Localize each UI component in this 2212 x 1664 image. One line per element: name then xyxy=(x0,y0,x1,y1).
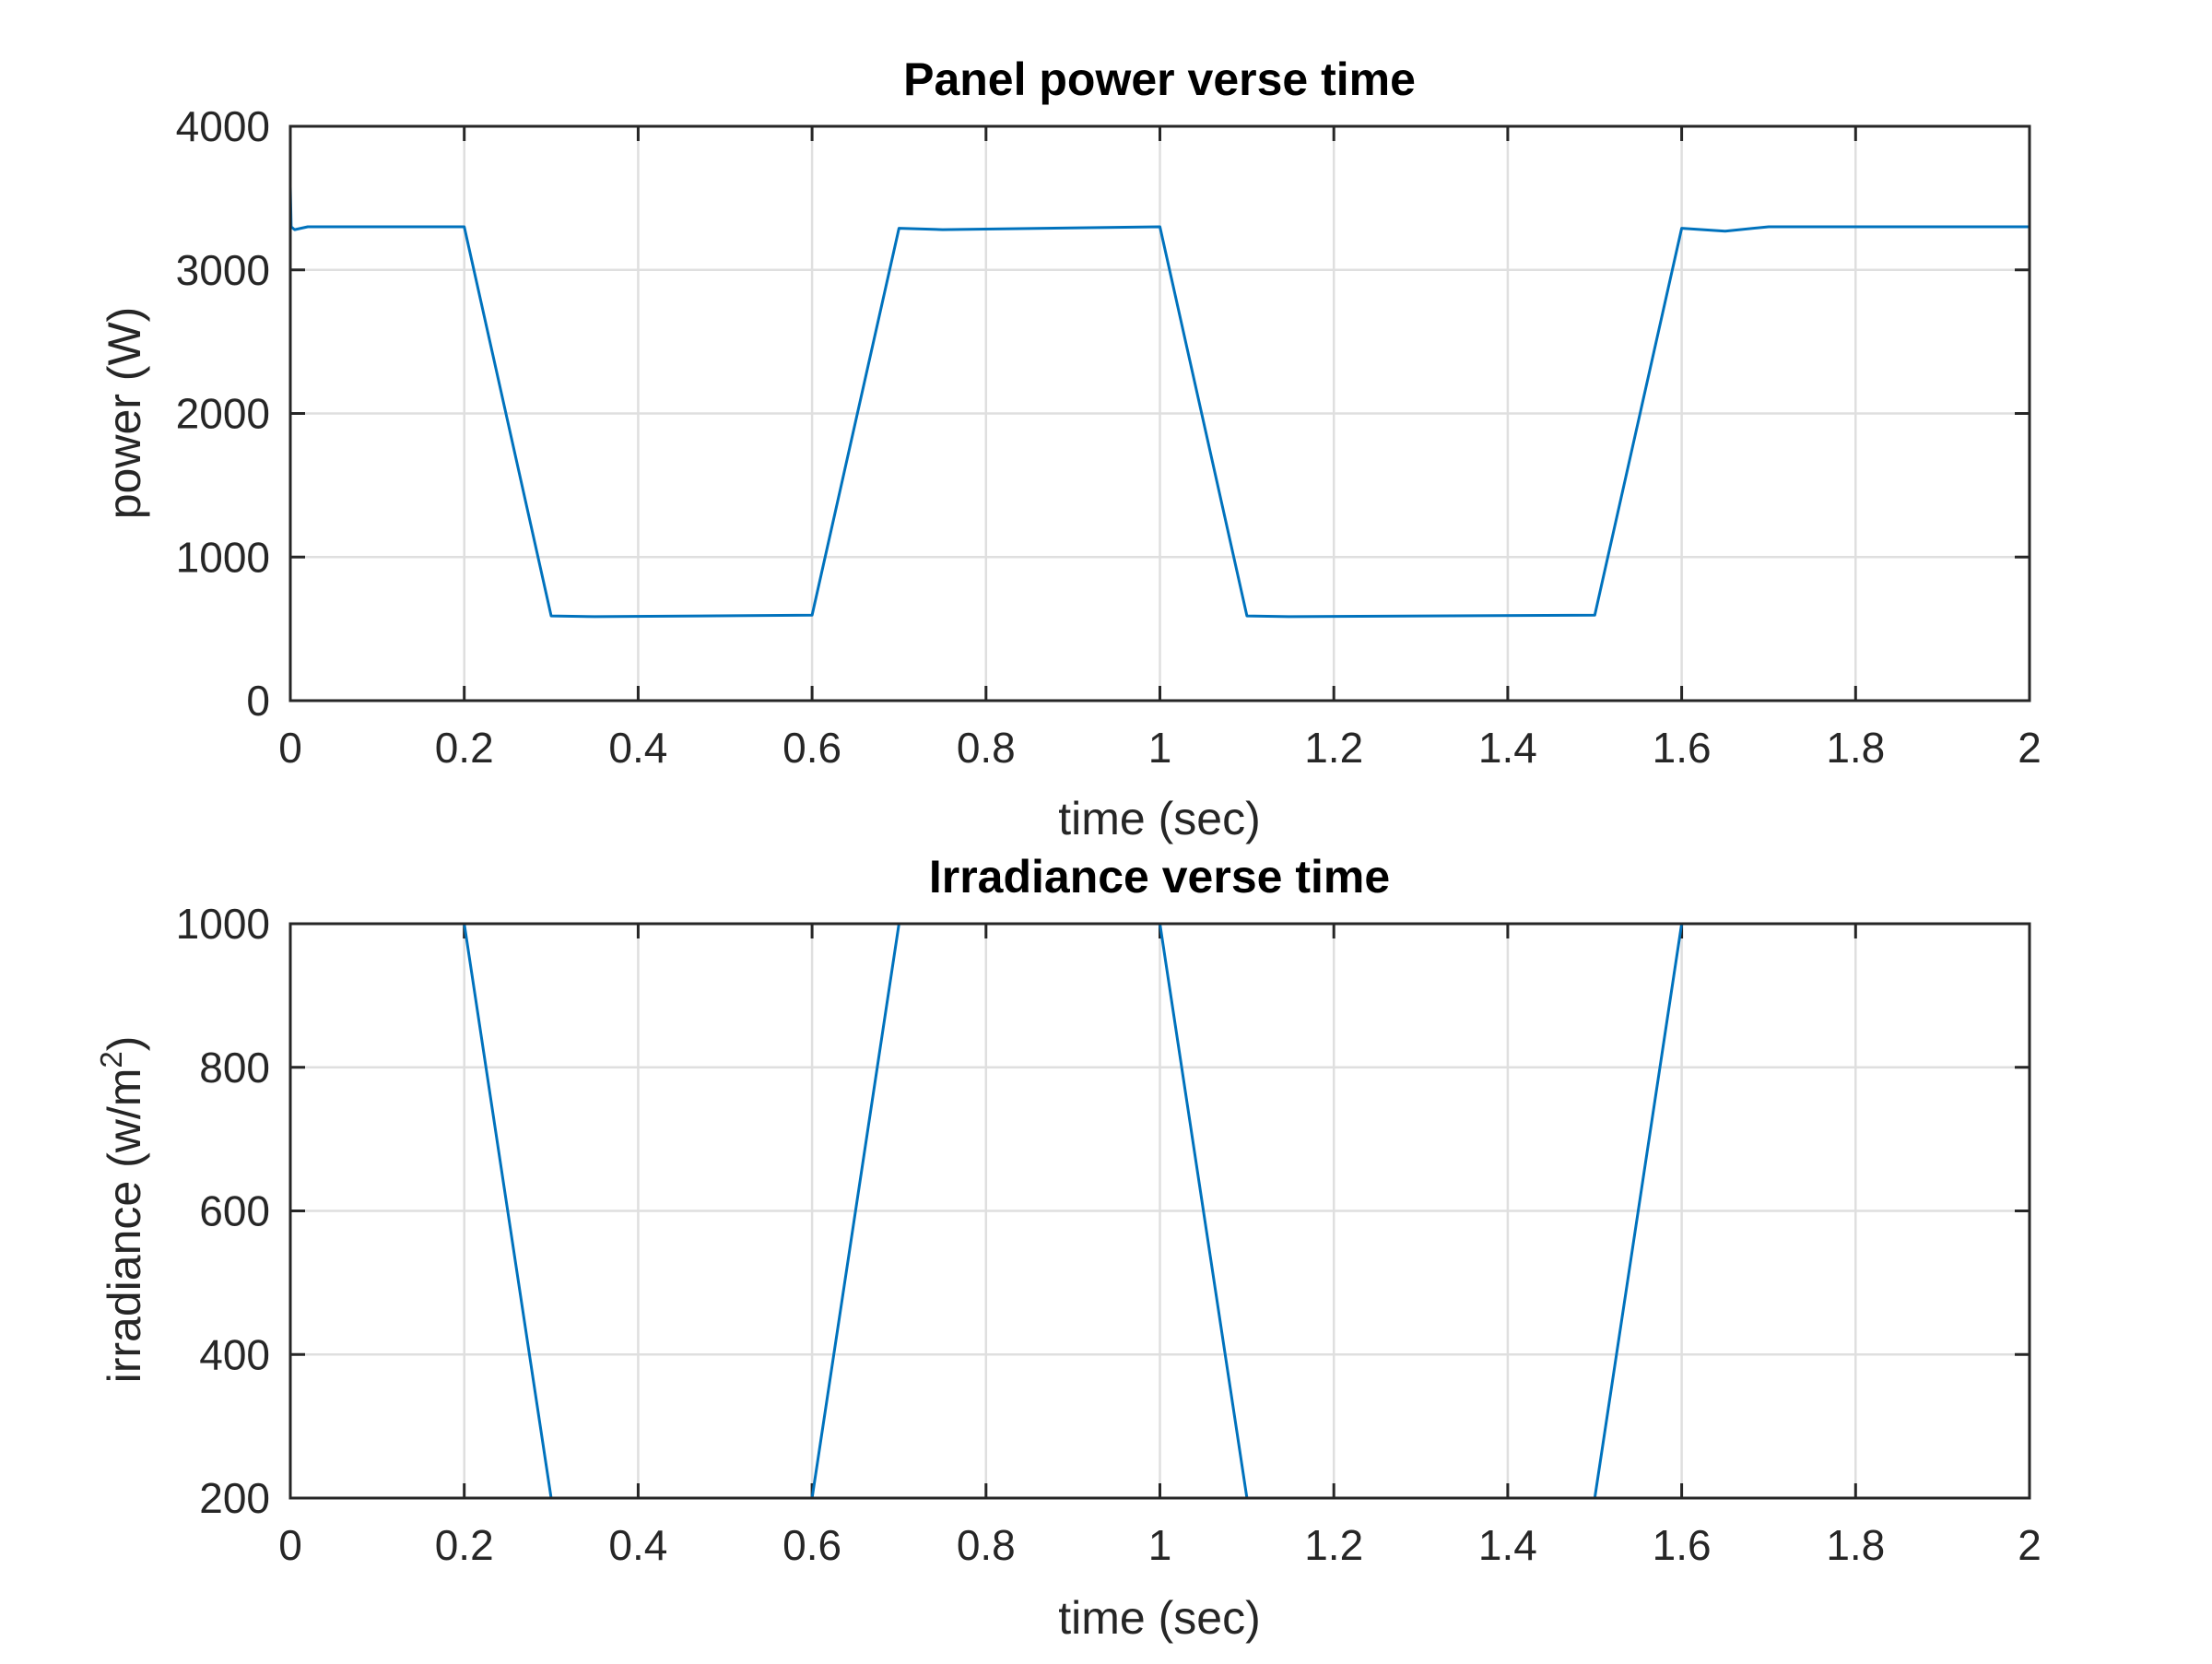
power-x-axis-label: time (sec) xyxy=(1058,793,1260,844)
irradiance-x-tick-label: 0 xyxy=(278,1521,302,1569)
irradiance-x-tick-label: 1.4 xyxy=(1478,1521,1537,1569)
irradiance-x-tick-label: 1.2 xyxy=(1304,1521,1363,1569)
irradiance-x-tick-label: 0.2 xyxy=(435,1521,494,1569)
power-x-tick-label: 1.6 xyxy=(1653,724,1712,772)
irradiance-x-tick-label: 2 xyxy=(2018,1521,2041,1569)
irradiance-x-tick-label: 1.8 xyxy=(1826,1521,1885,1569)
power-x-tick-label: 2 xyxy=(2018,724,2041,772)
irradiance-subplot: 0 0.2 0.4 0.6 0.8 1 1.2 1.4 1.6 1.8 2 200 400 600 800… xyxy=(94,851,2041,1644)
irradiance-x-axis-label: time (sec) xyxy=(1058,1592,1260,1644)
power-y-tick-label: 0 xyxy=(246,677,270,725)
power-x-tick-label: 0.2 xyxy=(435,724,494,772)
power-chart-title: Panel power verse time xyxy=(903,53,1416,105)
irradiance-chart-title: Irradiance verse time xyxy=(929,851,1390,903)
power-x-tick-label: 0.4 xyxy=(608,724,667,772)
irradiance-x-tick-label: 0.8 xyxy=(957,1521,1016,1569)
irradiance-y-tick-label: 1000 xyxy=(176,900,270,948)
power-x-tick-label: 0 xyxy=(278,724,302,772)
irradiance-y-tick-label: 800 xyxy=(199,1044,270,1092)
power-x-tick-labels: 0 0.2 0.4 0.6 0.8 1 1.2 1.4 1.6 1.8 2 xyxy=(278,724,2041,772)
irradiance-y-axis-label-superscript: 2 xyxy=(94,1051,128,1068)
irradiance-y-axis-label-main: irradiance (w/m xyxy=(99,1068,150,1384)
irradiance-y-axis-label: irradiance (w/m2) xyxy=(94,1036,150,1384)
irradiance-y-tick-label: 600 xyxy=(199,1187,270,1235)
power-y-tick-labels: 0 1000 2000 3000 4000 xyxy=(176,102,270,725)
irradiance-x-tick-label: 1 xyxy=(1148,1521,1172,1569)
irradiance-x-tick-labels: 0 0.2 0.4 0.6 0.8 1 1.2 1.4 1.6 1.8 2 xyxy=(278,1521,2041,1569)
power-y-axis-label: power (W) xyxy=(99,307,150,520)
power-y-tick-label: 4000 xyxy=(176,102,270,150)
irradiance-x-tick-label: 1.6 xyxy=(1653,1521,1712,1569)
irradiance-y-tick-label: 200 xyxy=(199,1474,270,1522)
power-x-tick-label: 0.8 xyxy=(957,724,1016,772)
irradiance-x-tick-label: 0.6 xyxy=(782,1521,841,1569)
irradiance-axes-box xyxy=(288,922,2031,1500)
power-subplot: 0 0.2 0.4 0.6 0.8 1 1.2 1.4 1.6 1.8 2 0 1000 2000 300… xyxy=(99,53,2041,844)
power-x-tick-label: 0.6 xyxy=(782,724,841,772)
irradiance-y-tick-label: 400 xyxy=(199,1330,270,1378)
irradiance-grid xyxy=(290,924,2030,1498)
power-y-tick-label: 1000 xyxy=(176,533,270,581)
power-series-line xyxy=(288,186,2030,619)
power-y-tick-label: 3000 xyxy=(176,246,270,294)
irradiance-y-axis-label-tail: ) xyxy=(99,1036,150,1052)
power-x-tick-label: 1.4 xyxy=(1478,724,1537,772)
power-x-tick-label: 1.8 xyxy=(1826,724,1885,772)
irradiance-x-tick-label: 0.4 xyxy=(608,1521,667,1569)
power-x-tick-label: 1.2 xyxy=(1304,724,1363,772)
irradiance-y-tick-labels: 200 400 600 800 1000 xyxy=(176,900,270,1522)
power-grid xyxy=(290,126,2030,701)
power-axes-box xyxy=(288,124,2031,702)
power-y-tick-label: 2000 xyxy=(176,390,270,438)
power-x-tick-label: 1 xyxy=(1148,724,1172,772)
